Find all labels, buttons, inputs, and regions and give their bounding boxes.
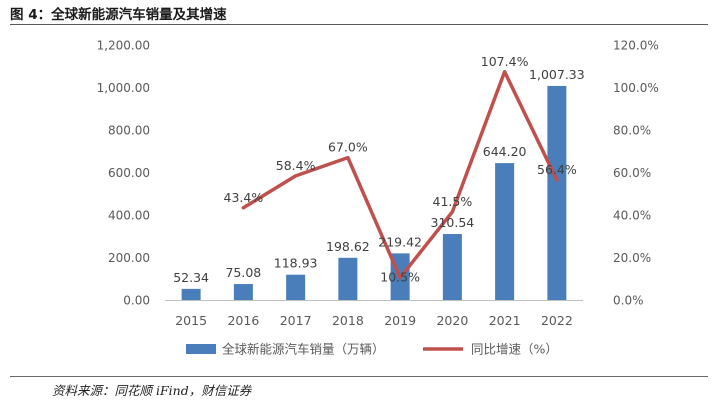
bar-2020 — [442, 234, 462, 300]
bar-series — [181, 85, 567, 300]
sales-growth-chart: 0.00 200.00 400.00 600.00 800.00 1,000.00 1,20… — [97, 39, 659, 357]
growth-point-2019 — [398, 276, 402, 280]
x-tick-label: 2016 — [227, 313, 259, 328]
bar-2022 — [547, 85, 567, 300]
bar-2018 — [338, 257, 358, 300]
x-axis: 2015 2016 2017 2018 2019 2020 2021 2022 — [165, 300, 583, 328]
growth-point-2021 — [503, 70, 507, 74]
left-tick-label: 200.00 — [108, 251, 150, 265]
growth-point-2017 — [294, 174, 298, 178]
x-tick-label: 2015 — [175, 313, 207, 328]
growth-value-label: 41.5% — [433, 194, 473, 209]
right-tick-label: 60.0% — [613, 166, 651, 180]
bar-value-label: 1,007.33 — [529, 67, 585, 82]
figure-title: 图 4：全球新能源汽车销量及其增速 — [10, 7, 227, 23]
x-tick-label: 2017 — [280, 313, 312, 328]
bar-value-label: 644.20 — [483, 144, 527, 159]
growth-point-2020 — [450, 210, 454, 214]
growth-value-label: 56.4% — [537, 162, 577, 177]
title-rule — [10, 24, 708, 25]
growth-value-label: 43.4% — [224, 190, 264, 205]
right-tick-label: 120.0% — [613, 39, 659, 53]
growth-value-label: 58.4% — [276, 158, 316, 173]
left-tick-label: 1,200.00 — [97, 39, 150, 53]
left-tick-label: 1,000.00 — [97, 81, 150, 95]
bar-value-label: 310.54 — [431, 215, 475, 230]
growth-value-label: 107.4% — [481, 54, 529, 69]
left-tick-label: 600.00 — [108, 166, 150, 180]
source-note: 资料来源：同花顺 iFind，财信证券 — [52, 383, 252, 398]
bar-2016 — [233, 284, 253, 300]
x-tick-label: 2018 — [332, 313, 364, 328]
bar-value-label: 219.42 — [378, 234, 422, 249]
bar-value-label: 118.93 — [274, 256, 318, 271]
x-tick-label: 2020 — [436, 313, 468, 328]
growth-point-2016 — [241, 206, 245, 210]
bar-2021 — [495, 163, 515, 300]
bar-2015 — [181, 288, 201, 300]
right-tick-label: 40.0% — [613, 209, 651, 223]
left-tick-label: 0.00 — [123, 294, 150, 308]
left-tick-label: 400.00 — [108, 209, 150, 223]
right-tick-label: 100.0% — [613, 81, 659, 95]
line-series — [241, 70, 559, 280]
x-tick-label: 2022 — [541, 313, 573, 328]
left-tick-label: 800.00 — [108, 124, 150, 138]
right-tick-label: 80.0% — [613, 124, 651, 138]
legend-bar-label: 全球新能源汽车销量（万辆） — [222, 342, 385, 357]
bar-value-label: 198.62 — [326, 239, 370, 254]
legend-line-label: 同比增速（%） — [471, 342, 558, 357]
right-tick-label: 0.0% — [613, 294, 644, 308]
right-tick-label: 20.0% — [613, 251, 651, 265]
right-axis: 0.0% 20.0% 40.0% 60.0% 80.0% 100.0% 120.0% — [613, 39, 659, 308]
growth-point-2022 — [555, 178, 559, 182]
left-axis: 0.00 200.00 400.00 600.00 800.00 1,000.00 1,20… — [97, 39, 150, 308]
legend: 全球新能源汽车销量（万辆） 同比增速（%） — [186, 342, 558, 357]
bar-2017 — [286, 274, 306, 300]
x-tick-label: 2021 — [489, 313, 521, 328]
bar-value-label: 52.34 — [173, 270, 209, 285]
growth-point-2018 — [346, 156, 350, 160]
growth-value-label: 67.0% — [328, 140, 368, 155]
bar-value-label: 75.08 — [225, 265, 261, 280]
legend-bar-swatch — [186, 344, 216, 354]
data-labels: 52.34 75.08 118.93 198.62 219.42 310.54 644.20… — [173, 54, 584, 285]
growth-value-label: 10.5% — [380, 270, 420, 285]
x-tick-label: 2019 — [384, 313, 416, 328]
source-rule — [10, 376, 708, 377]
